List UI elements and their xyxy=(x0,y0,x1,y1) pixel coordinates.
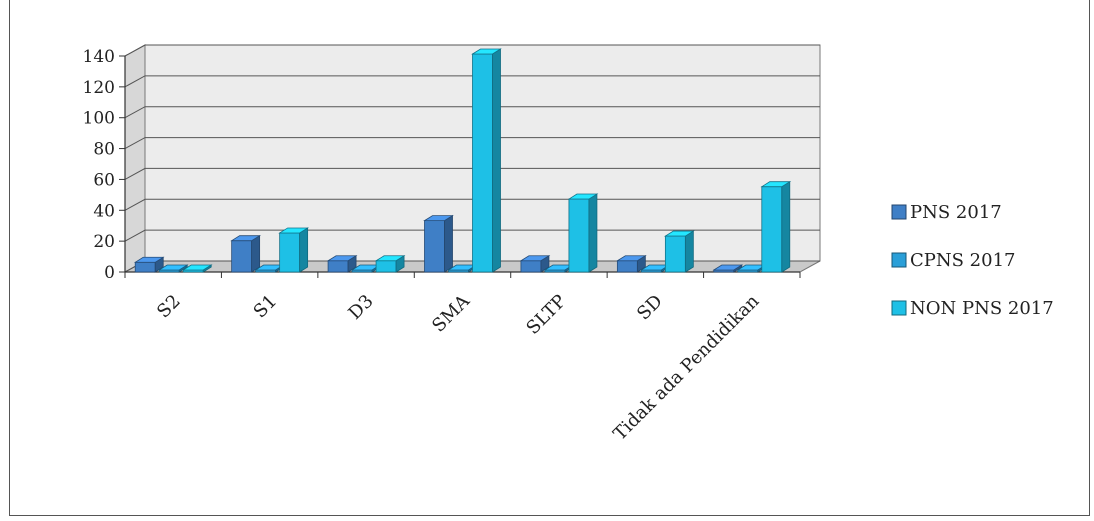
bar xyxy=(374,255,406,273)
legend-entry: PNS 2017 xyxy=(891,202,1002,223)
bar xyxy=(157,264,189,273)
bar-side xyxy=(444,214,453,273)
bar-top xyxy=(712,264,744,271)
bar-front xyxy=(568,198,590,273)
bar-front xyxy=(616,260,638,273)
bar-top xyxy=(157,264,189,271)
legend-entry: NON PNS 2017 xyxy=(891,298,1054,319)
bar-front xyxy=(231,240,253,273)
bar-top xyxy=(326,255,358,262)
y-tick-label: 40 xyxy=(93,201,115,221)
bar-top xyxy=(663,230,695,237)
bar-side xyxy=(781,180,791,273)
bar xyxy=(326,255,358,273)
bar-side xyxy=(588,193,598,273)
bar xyxy=(278,227,310,273)
bar-top xyxy=(471,48,502,55)
bar xyxy=(133,256,165,273)
x-tick-label: D3 xyxy=(344,291,377,324)
bar-front xyxy=(472,53,493,273)
legend-swatch xyxy=(891,204,907,220)
bar-front xyxy=(424,220,445,273)
x-tick-label: SD xyxy=(633,291,667,325)
bar-top xyxy=(615,255,647,262)
bar xyxy=(181,264,213,273)
gridline xyxy=(124,167,820,180)
y-tick-label: 80 xyxy=(93,140,115,160)
bar-front xyxy=(520,260,542,273)
bar-top xyxy=(181,264,213,271)
bar-front xyxy=(761,186,783,273)
bar-top xyxy=(519,255,551,262)
gridline xyxy=(124,44,820,57)
bar xyxy=(663,230,695,273)
legend-label: CPNS 2017 xyxy=(910,250,1016,271)
bar-top xyxy=(278,227,310,234)
bar xyxy=(519,255,551,273)
y-tick-label: 20 xyxy=(93,232,115,252)
bar-front xyxy=(664,235,686,273)
bar-front xyxy=(279,232,301,273)
bars xyxy=(133,48,792,273)
y-axis: 0 20 40 60 80 100 120 140 xyxy=(83,47,801,283)
bar xyxy=(615,255,647,273)
legend: PNS 2017 CPNS 2017 NON PNS 2017 xyxy=(891,202,1054,319)
bar xyxy=(712,264,744,273)
legend-swatch xyxy=(891,252,907,268)
bar-side xyxy=(492,48,501,273)
legend-label: PNS 2017 xyxy=(910,202,1002,223)
x-tick-label: Tidak ada Pendidikan xyxy=(609,290,763,444)
bar-top xyxy=(133,256,165,263)
bar-side xyxy=(684,230,694,273)
bar-top xyxy=(230,235,262,242)
bar xyxy=(423,214,454,273)
gridline xyxy=(124,137,820,150)
y-tick-label: 140 xyxy=(83,47,115,67)
legend-entry: CPNS 2017 xyxy=(891,250,1016,271)
y-tick-label: 60 xyxy=(93,170,115,190)
bar-side xyxy=(251,234,261,273)
bar-front xyxy=(327,260,349,273)
bar-front xyxy=(134,261,156,273)
legend-swatch xyxy=(891,300,907,316)
bar-top xyxy=(760,181,792,188)
y-tick-label: 0 xyxy=(104,263,115,283)
gridline xyxy=(124,106,820,119)
bar-top xyxy=(423,215,454,222)
bar-top xyxy=(374,255,406,262)
bar xyxy=(471,48,502,273)
y-tick-label: 100 xyxy=(83,109,115,129)
side-wall xyxy=(124,44,146,273)
bar-side xyxy=(299,227,309,273)
x-tick-label: S1 xyxy=(250,291,282,323)
x-tick-label: SMA xyxy=(428,290,475,337)
gridline xyxy=(124,75,820,88)
bar xyxy=(567,193,599,273)
bar xyxy=(760,180,792,273)
bar-top xyxy=(567,193,599,200)
legend-label: NON PNS 2017 xyxy=(910,298,1054,319)
bar-front xyxy=(375,260,397,273)
x-tick-label: SLTP xyxy=(522,291,570,339)
y-tick-label: 120 xyxy=(83,78,115,98)
bar xyxy=(230,234,262,273)
x-tick-label: S2 xyxy=(153,291,185,323)
